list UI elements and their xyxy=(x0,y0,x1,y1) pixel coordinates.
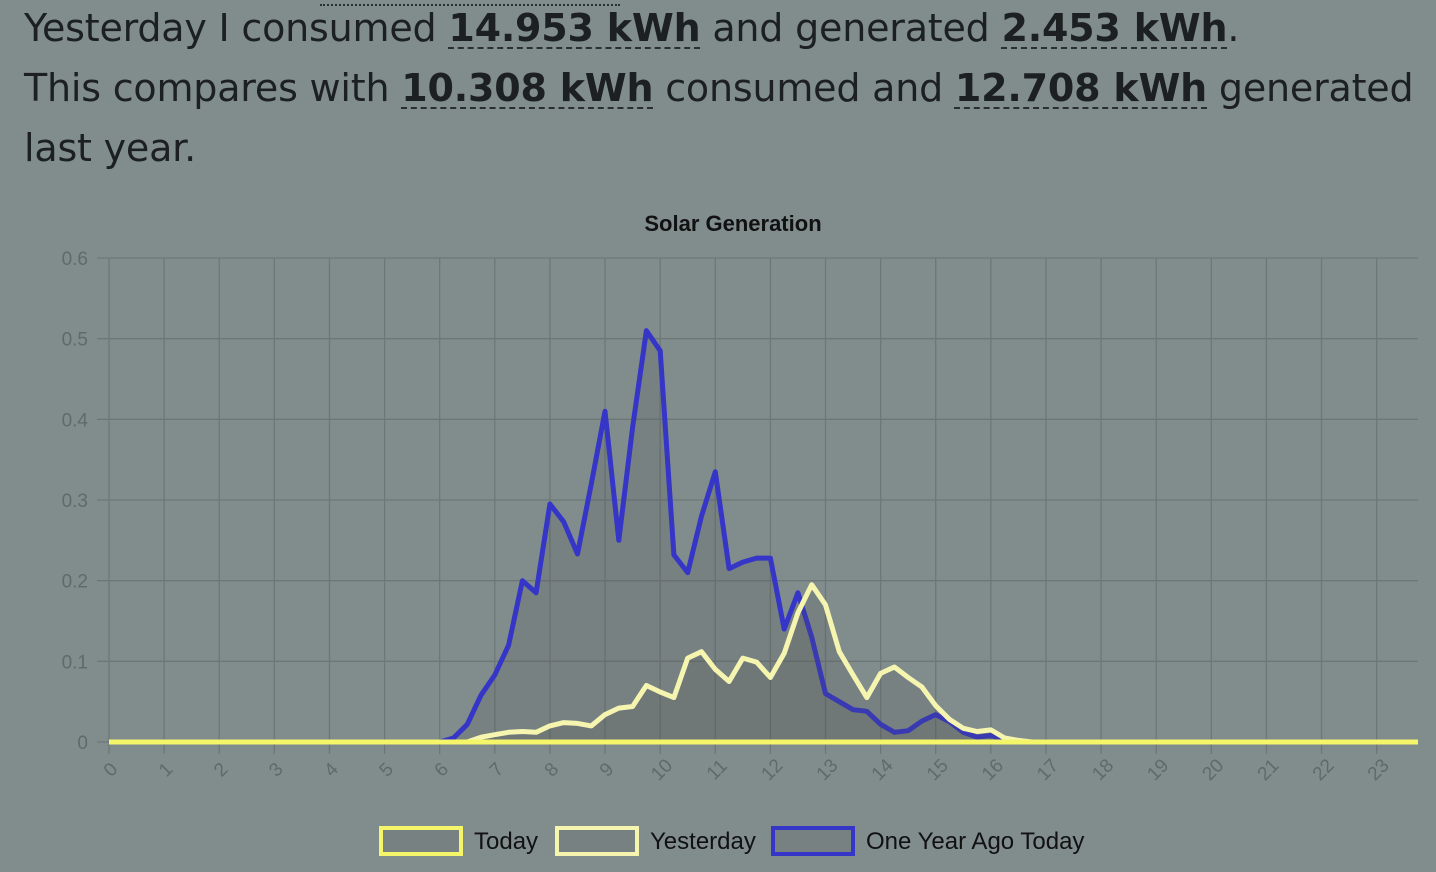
series-area xyxy=(109,584,1418,742)
x-tick-label: 6 xyxy=(431,759,453,781)
series-area xyxy=(109,330,1418,742)
x-tick-label: 22 xyxy=(1309,755,1339,785)
y-tick-label: 0.1 xyxy=(62,652,88,673)
y-axis-ticks: 0 0.1 0.2 0.3 0.4 0.5 0.6 xyxy=(62,249,89,754)
chart-legend: Today Yesterday One Year Ago Today xyxy=(379,826,1084,856)
y-tick-label: 0 xyxy=(77,733,88,754)
x-tick-label: 4 xyxy=(320,759,343,782)
x-tick-label: 13 xyxy=(813,755,843,785)
x-tick-label: 16 xyxy=(978,755,1008,785)
x-tick-label: 0 xyxy=(100,759,122,781)
legend-swatch[interactable] xyxy=(379,826,463,856)
x-tick-label: 5 xyxy=(376,759,398,781)
summary-line-yesterday: Yesterday I consumed 14.953 kWh and gene… xyxy=(24,6,1240,50)
x-tick-label: 12 xyxy=(758,755,788,785)
legend-label[interactable]: Today xyxy=(474,828,538,855)
x-tick-label: 9 xyxy=(596,759,618,781)
legend-label[interactable]: Yesterday xyxy=(650,828,756,855)
consumed-yesterday-value[interactable]: 14.953 kWh xyxy=(448,6,701,50)
x-tick-label: 10 xyxy=(647,755,677,785)
legend-label[interactable]: One Year Ago Today xyxy=(866,828,1084,855)
x-tick-label: 19 xyxy=(1143,755,1173,785)
clipped-previous-line xyxy=(320,0,640,8)
x-tick-label: 8 xyxy=(541,759,563,781)
x-tick-label: 21 xyxy=(1254,755,1284,785)
legend-swatch[interactable] xyxy=(771,826,855,856)
chart-grid xyxy=(97,257,1418,754)
chart-series xyxy=(109,328,1418,745)
generated-last-year-value[interactable]: 12.708 kWh xyxy=(954,66,1208,110)
x-tick-label: 17 xyxy=(1033,755,1063,785)
y-tick-label: 0.3 xyxy=(62,491,88,512)
energy-summary: Yesterday I consumed 14.953 kWh and gene… xyxy=(24,0,1424,178)
y-tick-label: 0.5 xyxy=(62,330,88,351)
x-tick-label: 1 xyxy=(155,759,177,781)
x-tick-label: 3 xyxy=(265,759,287,781)
y-tick-label: 0.4 xyxy=(62,410,89,431)
x-tick-label: 18 xyxy=(1088,755,1118,785)
x-tick-label: 2 xyxy=(210,759,232,781)
legend-swatch[interactable] xyxy=(555,826,639,856)
y-tick-label: 0.6 xyxy=(62,249,88,270)
x-tick-label: 20 xyxy=(1199,755,1229,785)
consumed-last-year-value[interactable]: 10.308 kWh xyxy=(401,66,654,110)
x-tick-label: 11 xyxy=(703,756,732,785)
y-tick-label: 0.2 xyxy=(62,572,88,593)
summary-line-last-year: This compares with 10.308 kWh consumed a… xyxy=(24,66,1414,170)
x-tick-label: 23 xyxy=(1364,755,1394,785)
x-axis-ticks: 0 1 2 3 4 5 6 7 8 9 10 11 12 13 14 15 16 17 18 19 20 21 22 23 xyxy=(100,755,1394,785)
x-tick-label: 7 xyxy=(486,759,508,781)
x-tick-label: 15 xyxy=(923,755,953,785)
x-tick-label: 14 xyxy=(868,755,898,785)
generated-yesterday-value[interactable]: 2.453 kWh xyxy=(1001,6,1228,50)
chart-title: Solar Generation xyxy=(644,211,821,236)
